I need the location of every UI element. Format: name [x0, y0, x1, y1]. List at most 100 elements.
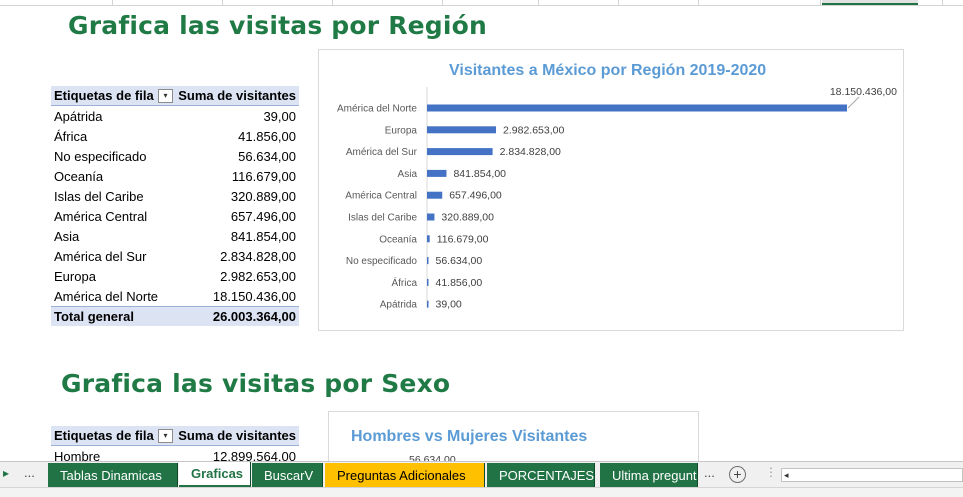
pivot-row[interactable]: Europa 2.982.653,00: [51, 266, 299, 286]
row-label: Hombre: [54, 448, 101, 464]
pivot-row[interactable]: No especificado 56.634,00: [51, 146, 299, 166]
bar: [427, 300, 429, 308]
row-label: Apátrida: [54, 108, 103, 124]
filter-sort-icon[interactable]: ▾: [158, 88, 173, 103]
pivot-row[interactable]: África 41.856,00: [51, 126, 299, 146]
leader-line: [847, 96, 860, 109]
total-label: Total general: [54, 309, 134, 324]
scroll-left-icon[interactable]: ◂: [784, 470, 789, 480]
more-sheets-ellipsis[interactable]: ...: [704, 465, 715, 480]
pivot-header-label: Etiquetas de fila: [54, 428, 154, 443]
data-label: 116.679,00: [437, 233, 489, 245]
region-bar-chart[interactable]: Visitantes a México por Región 2019-2020…: [318, 49, 904, 331]
row-label: No especificado: [54, 148, 147, 164]
row-value: 657.496,00: [230, 208, 296, 224]
add-sheet-icon[interactable]: +: [729, 466, 746, 483]
data-label: 2.834.828,00: [500, 146, 561, 158]
chart-title: Visitantes a México por Región 2019-2020: [449, 62, 767, 79]
pivot-row[interactable]: América Central 657.496,00: [51, 206, 299, 226]
row-label: Asia: [54, 228, 80, 244]
row-value: 2.834.828,00: [220, 248, 296, 264]
category-tick-label: Asia: [398, 169, 418, 180]
status-bar: [0, 487, 963, 497]
tab-tablas-dinamicas[interactable]: Tablas Dinamicas: [48, 463, 178, 487]
next-sheet-arrow-icon[interactable]: ▸: [3, 466, 10, 480]
row-value: 41.856,00: [238, 128, 296, 144]
category-tick-label: Europa: [385, 125, 418, 136]
bar: [427, 169, 447, 177]
bar-chart-plot: América del Norte 18.150.436,00 Europa 2.98…: [337, 86, 897, 311]
row-value: 12.899.564,00: [212, 448, 296, 464]
section-title-region: Grafica las visitas por Región: [68, 11, 488, 40]
bar: [427, 104, 847, 112]
pivot-row[interactable]: Oceanía 116.679,00: [51, 166, 299, 186]
pivot-row[interactable]: Apátrida 39,00: [51, 106, 299, 126]
filter-dropdown-icon[interactable]: ▾: [158, 428, 173, 443]
data-label: 841.854,00: [453, 168, 506, 180]
bar: [427, 148, 493, 156]
category-tick-label: África: [391, 276, 417, 289]
tab-graficas[interactable]: Graficas: [179, 462, 251, 487]
pivot-row[interactable]: Asia 841.854,00: [51, 226, 299, 246]
sheet-tab-bar: ▸ ... Tablas Dinamicas Graficas BuscarV …: [0, 461, 963, 487]
pivot-row[interactable]: América del Sur 2.834.828,00: [51, 246, 299, 266]
bar: [427, 191, 443, 199]
tab-buscarv[interactable]: BuscarV: [252, 463, 323, 487]
previous-sheets-ellipsis[interactable]: ...: [24, 465, 35, 480]
row-value: 116.679,00: [231, 168, 296, 184]
row-value: 18.150.436,00: [212, 288, 296, 304]
bar: [427, 278, 429, 286]
data-label: 41.856,00: [436, 277, 483, 289]
row-label: América del Norte: [54, 288, 159, 304]
pivot-table-region[interactable]: Etiquetas de fila ▾ Suma de visitantes Ap…: [51, 86, 299, 326]
selected-column-header[interactable]: [822, 0, 918, 5]
total-value: 26.003.364,00: [212, 309, 296, 324]
row-label: Islas del Caribe: [54, 188, 144, 204]
category-tick-label: América del Norte: [337, 104, 417, 115]
tab-splitter-handle[interactable]: ⋮: [765, 465, 777, 479]
chart-title: Hombres vs Mujeres Visitantes: [351, 428, 588, 445]
pivot-table-sex[interactable]: Etiquetas de fila ▾ Suma de visitantes Ho…: [51, 426, 299, 466]
bar: [427, 235, 430, 243]
category-tick-label: Oceanía: [379, 234, 417, 245]
row-label: Europa: [54, 268, 96, 284]
section-title-sex: Grafica las visitas por Sexo: [61, 369, 451, 398]
horizontal-scrollbar[interactable]: ◂: [781, 468, 963, 482]
data-label: 56.634,00: [436, 255, 483, 267]
row-value: 2.982.653,00: [220, 268, 296, 284]
data-label: 2.982.653,00: [503, 124, 564, 136]
tab-preguntas-adicionales[interactable]: Preguntas Adicionales: [325, 463, 485, 487]
bar: [427, 213, 435, 221]
row-value: 841.854,00: [230, 228, 296, 244]
column-header-strip: [0, 0, 963, 6]
pivot-row[interactable]: Islas del Caribe 320.889,00: [51, 186, 299, 206]
pivot-row[interactable]: América del Norte 18.150.436,00: [51, 286, 299, 306]
pivot-header-value: Suma de visitantes: [178, 88, 296, 103]
row-label: África: [54, 128, 88, 144]
row-value: 56.634,00: [238, 148, 296, 164]
row-value: 39,00: [263, 108, 296, 124]
data-label: 39,00: [436, 299, 462, 311]
row-value: 320.889,00: [230, 188, 296, 204]
category-tick-label: Apátrida: [380, 300, 418, 311]
category-tick-label: Islas del Caribe: [348, 213, 417, 224]
tab-ultima-pregunta[interactable]: Ultima pregunta: [600, 463, 698, 487]
row-label: América del Sur: [54, 248, 147, 264]
tab-porcentajes[interactable]: PORCENTAJES: [487, 463, 595, 487]
pivot-header-label: Etiquetas de fila: [54, 88, 154, 103]
data-label: 320.889,00: [441, 212, 494, 224]
category-tick-label: América Central: [345, 191, 417, 202]
pivot-header-row: Etiquetas de fila ▾ Suma de visitantes: [51, 86, 299, 106]
pivot-header-row: Etiquetas de fila ▾ Suma de visitantes: [51, 426, 299, 446]
category-tick-label: No especificado: [346, 256, 418, 267]
pivot-row[interactable]: Hombre 12.899.564,00: [51, 446, 299, 466]
data-label: 18.150.436,00: [830, 86, 897, 98]
data-label: 657.496,00: [449, 190, 502, 202]
scrollbar-thumb[interactable]: [796, 470, 946, 480]
row-label: América Central: [54, 208, 148, 224]
row-label: Oceanía: [54, 168, 104, 184]
pivot-total-row[interactable]: Total general 26.003.364,00: [51, 306, 299, 326]
bar: [427, 126, 497, 134]
bar: [427, 257, 429, 265]
category-tick-label: América del Sur: [346, 147, 418, 158]
